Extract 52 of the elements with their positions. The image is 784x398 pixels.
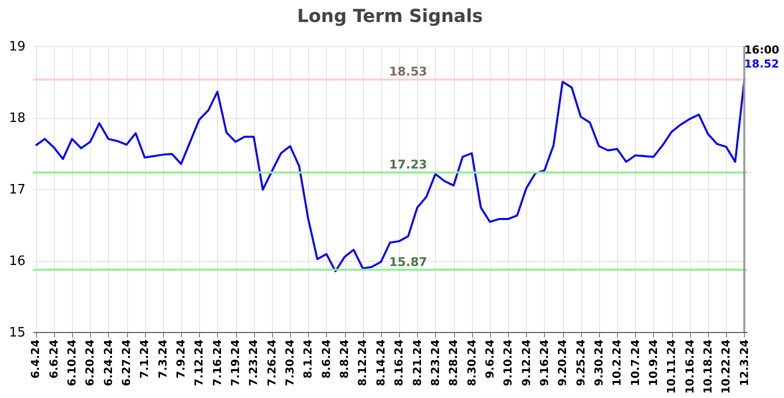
x-tick-label: 9.20.24 (556, 339, 570, 386)
x-tick-label: 6.6.24 (47, 339, 60, 378)
x-tick-label: 7.23.24 (247, 339, 260, 386)
x-tick-label: 8.12.24 (356, 339, 370, 386)
x-tick-label: 7.16.24 (210, 339, 224, 386)
y-tick-label: 19 (8, 40, 26, 54)
x-tick-label: 9.16.24 (538, 339, 551, 386)
x-tick-label: 7.3.24 (156, 339, 170, 378)
data-label: 18.52 (744, 57, 780, 70)
x-tick-label: 7.30.24 (284, 339, 297, 386)
x-tick-label: 7.12.24 (192, 339, 206, 386)
x-tick-label: 9.6.24 (483, 339, 496, 378)
x-tick-label: 10.18.24 (701, 339, 714, 394)
x-tick-label: 6.20.24 (84, 339, 97, 386)
x-tick-label: 10.16.24 (683, 339, 696, 394)
y-tick-label: 16 (8, 254, 26, 269)
x-tick-label: 9.25.24 (574, 339, 588, 386)
y-tick-label: 18 (8, 111, 26, 126)
x-tick-label: 6.27.24 (120, 339, 134, 386)
x-tick-label: 7.26.24 (265, 339, 278, 386)
x-tick-label: 6.24.24 (102, 339, 115, 386)
x-tick-label: 9.30.24 (592, 339, 606, 386)
x-tick-label: 6.4.24 (29, 339, 42, 378)
x-tick-label: 10.9.24 (646, 339, 660, 386)
x-tick-label: 10.22.24 (720, 339, 733, 394)
x-tick-label: 9.12.24 (520, 339, 533, 386)
x-tick-label: 8.1.24 (302, 339, 315, 378)
y-tick-label: 17 (8, 182, 26, 198)
x-tick-label: 8.30.24 (465, 339, 478, 386)
x-tick-label: 8.6.24 (320, 339, 333, 378)
x-tick-label: 8.8.24 (338, 339, 352, 378)
chart-title: Long Term Signals (297, 6, 483, 27)
y-tick-label: 15 (8, 326, 26, 340)
x-tick-label: 7.9.24 (174, 339, 188, 378)
x-tick-label: 9.10.24 (502, 339, 515, 386)
x-tick-label: 10.2.24 (610, 339, 624, 386)
ref-line-label: 17.23 (389, 158, 428, 172)
x-tick-label: 6.10.24 (66, 339, 79, 386)
x-tick-label: 8.23.24 (428, 339, 442, 386)
ref-line-label: 18.53 (389, 64, 428, 79)
x-tick-label: 8.21.24 (410, 339, 424, 386)
x-tick-label: 10.11.24 (665, 339, 678, 394)
ref-line-label: 15.87 (389, 254, 428, 269)
x-tick-label: 8.16.24 (392, 339, 406, 386)
x-tick-label: 10.7.24 (628, 339, 642, 386)
x-tick-label: 7.1.24 (138, 339, 152, 378)
x-tick-label: 8.14.24 (374, 339, 388, 386)
x-tick-label: 8.28.24 (447, 339, 460, 386)
annotation: 16:00 (744, 43, 780, 56)
x-tick-label: 7.19.24 (229, 339, 242, 386)
line-series (34, 79, 746, 272)
x-tick-label: 12.3.24 (738, 339, 751, 386)
